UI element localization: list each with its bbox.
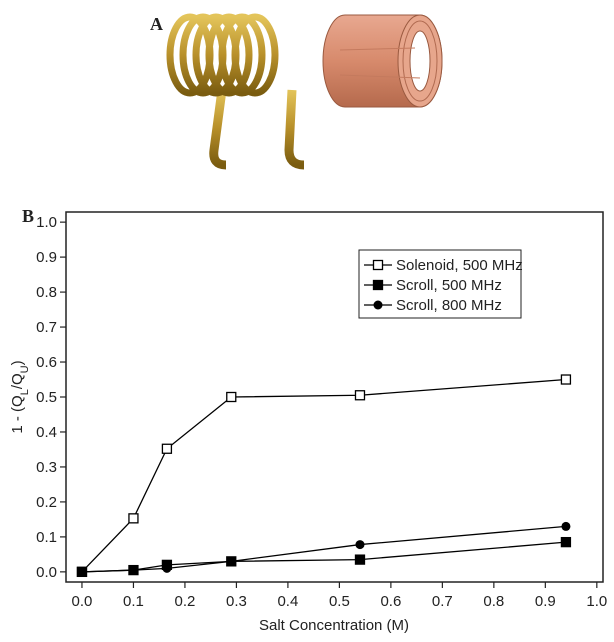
marker <box>354 390 366 401</box>
series-line <box>81 525 566 573</box>
series-line <box>81 541 566 573</box>
y-tick-label: 0.4 <box>36 424 57 441</box>
y-tick-label: 0.2 <box>36 494 57 511</box>
panel-label: A <box>150 14 163 34</box>
y-tick-label: 0.7 <box>36 319 57 336</box>
x-tick-label: 0.8 <box>483 593 504 610</box>
y-tick-label: 0.9 <box>36 249 57 266</box>
legend: Solenoid, 500 MHz Scroll, 500 MHz Scroll, … <box>358 249 523 319</box>
solenoid-illustration <box>166 13 305 170</box>
y-tick-label: 0.8 <box>36 284 57 301</box>
marker <box>226 391 237 403</box>
marker <box>560 374 572 385</box>
x-axis-label: Salt Concentration (M) <box>259 617 409 634</box>
x-tick-label: 0.6 <box>380 593 401 610</box>
y-tick-label: 0.3 <box>36 459 57 476</box>
x-tick-label: 1.0 <box>586 593 607 610</box>
x-tick-label: 0.1 <box>123 593 144 610</box>
legend-label: Scroll, 800 MHz <box>396 297 502 314</box>
marker <box>561 521 571 531</box>
legend-label: Solenoid, 500 MHz <box>396 257 523 274</box>
x-tick-label: 0.9 <box>535 593 556 610</box>
x-tick-label: 0.4 <box>277 593 298 610</box>
scroll-illustration <box>322 14 443 108</box>
x-tick-label: 0.2 <box>175 593 196 610</box>
marker <box>355 540 365 550</box>
x-tick-label: 0.3 <box>226 593 247 610</box>
y-axis-label: 1 - (QL/QU) <box>9 360 31 433</box>
y-tick-label: 0.5 <box>36 389 57 406</box>
marker <box>226 556 236 566</box>
marker <box>128 513 139 524</box>
y-tick-label: 0.1 <box>36 529 57 546</box>
panel-label: B <box>22 206 34 226</box>
marker <box>373 300 383 310</box>
y-tick-label: 1.0 <box>36 214 57 231</box>
marker <box>77 567 87 577</box>
marker <box>354 554 366 565</box>
x-tick-label: 0.5 <box>329 593 350 610</box>
legend-label: Scroll, 500 MHz <box>396 277 502 294</box>
y-tick-label: 0.6 <box>36 354 57 371</box>
x-tick-label: 0.7 <box>432 593 453 610</box>
y-tick-label: 0.0 <box>36 564 57 581</box>
marker <box>560 536 572 548</box>
marker <box>161 443 173 454</box>
marker <box>162 563 172 573</box>
marker <box>372 259 384 271</box>
marker <box>372 279 384 291</box>
x-tick-label: 0.0 <box>72 593 93 610</box>
series-line <box>81 378 566 573</box>
marker <box>128 565 138 575</box>
